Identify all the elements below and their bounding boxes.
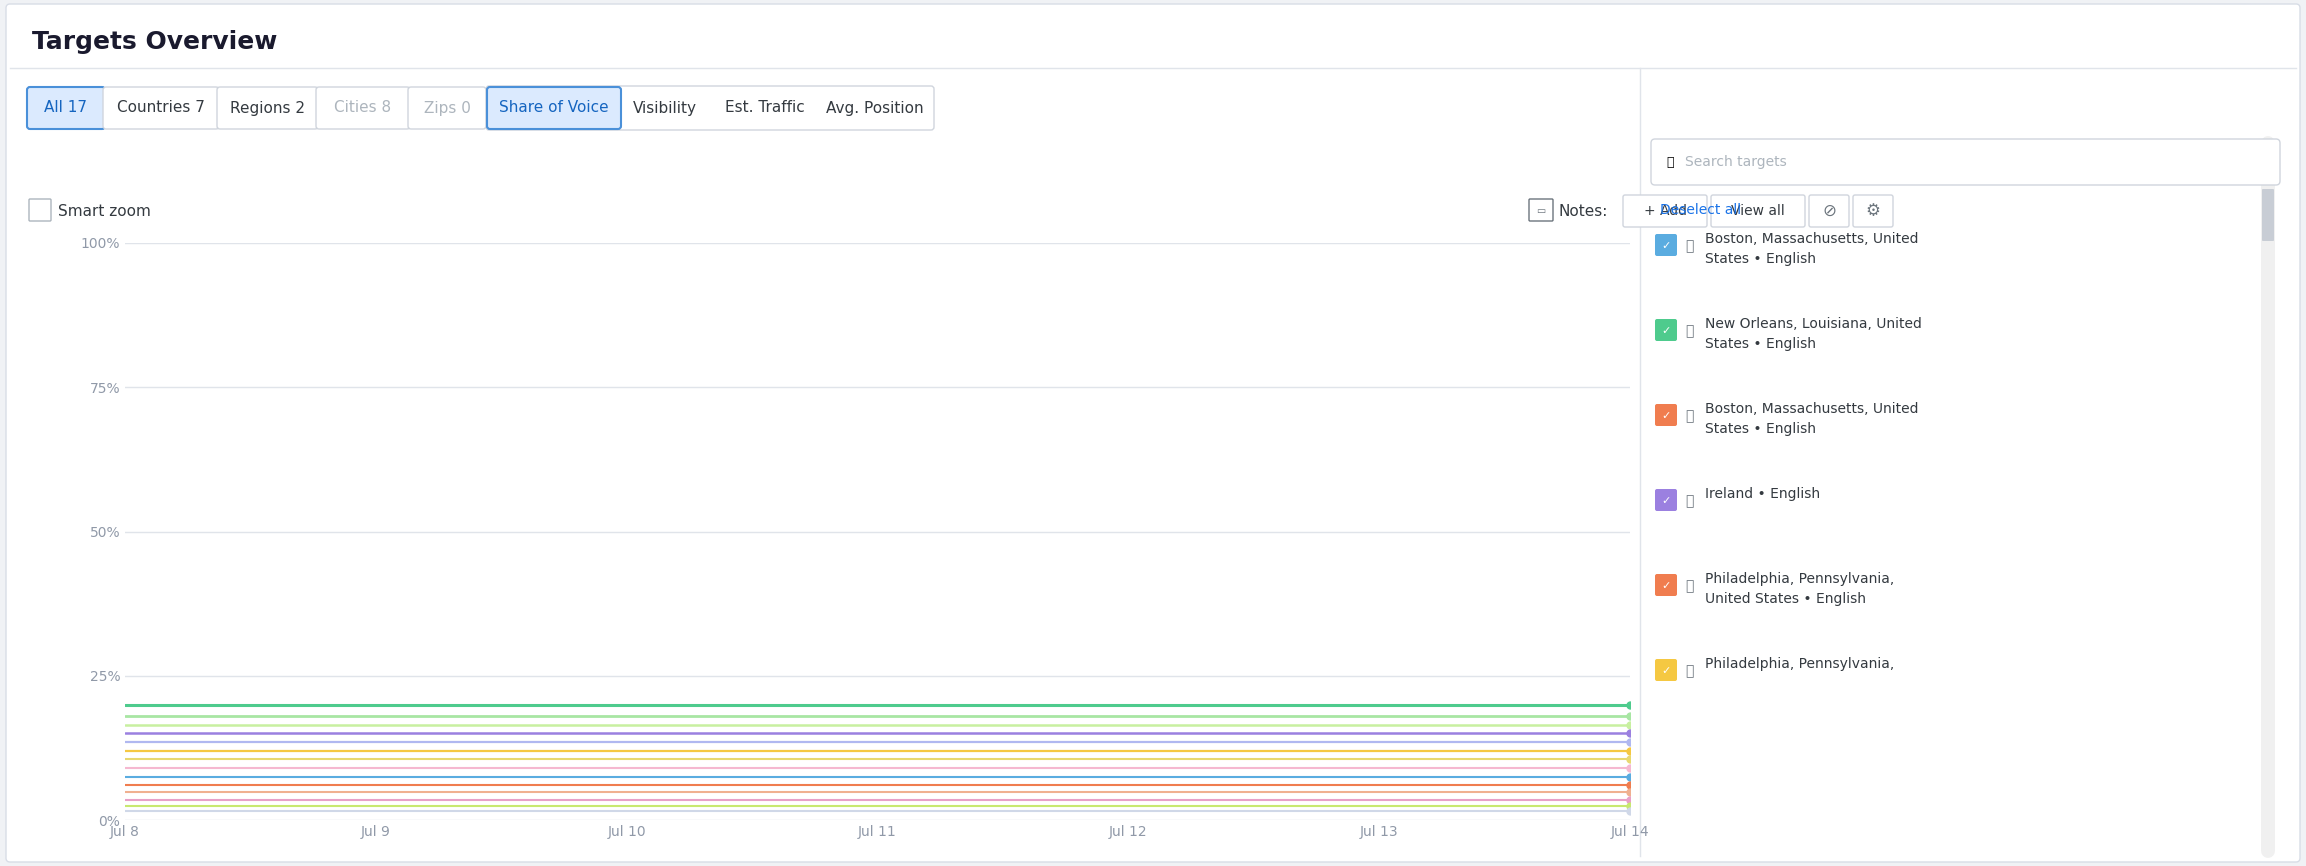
Text: + Add: + Add xyxy=(1644,204,1686,218)
FancyBboxPatch shape xyxy=(1808,195,1849,227)
FancyBboxPatch shape xyxy=(104,87,219,129)
FancyBboxPatch shape xyxy=(1529,199,1552,221)
Text: 🖵: 🖵 xyxy=(1686,239,1693,253)
Text: View all: View all xyxy=(1732,204,1785,218)
Point xyxy=(1612,718,1649,732)
FancyBboxPatch shape xyxy=(487,86,934,130)
Point xyxy=(1612,698,1649,712)
Point xyxy=(1612,770,1649,784)
Text: Zips 0: Zips 0 xyxy=(424,100,470,115)
Text: ⊘: ⊘ xyxy=(1822,202,1836,220)
Text: 🖵: 🖵 xyxy=(1686,409,1693,423)
Text: ✓: ✓ xyxy=(1660,666,1670,676)
Text: ⚙: ⚙ xyxy=(1866,202,1879,220)
Text: States • English: States • English xyxy=(1704,337,1817,351)
FancyBboxPatch shape xyxy=(1711,195,1806,227)
FancyBboxPatch shape xyxy=(30,199,51,221)
Text: Regions 2: Regions 2 xyxy=(231,100,304,115)
Text: States • English: States • English xyxy=(1704,252,1817,266)
Text: 🔍: 🔍 xyxy=(1667,156,1674,169)
FancyBboxPatch shape xyxy=(1656,489,1676,511)
Text: Visibility: Visibility xyxy=(634,100,696,115)
Text: Ireland • English: Ireland • English xyxy=(1704,487,1819,501)
FancyBboxPatch shape xyxy=(28,87,106,129)
Text: Targets Overview: Targets Overview xyxy=(32,30,277,54)
Text: United States • English: United States • English xyxy=(1704,592,1866,606)
Text: New Orleans, Louisiana, United: New Orleans, Louisiana, United xyxy=(1704,317,1921,331)
Text: ✓: ✓ xyxy=(1660,581,1670,591)
Text: ✓: ✓ xyxy=(1660,411,1670,421)
Point xyxy=(1612,798,1649,812)
Text: ✓: ✓ xyxy=(1660,241,1670,251)
Text: Notes:: Notes: xyxy=(1559,204,1607,218)
Point xyxy=(1612,753,1649,766)
Text: Est. Traffic: Est. Traffic xyxy=(724,100,805,115)
Text: Boston, Massachusetts, United: Boston, Massachusetts, United xyxy=(1704,402,1919,416)
FancyBboxPatch shape xyxy=(487,87,620,129)
Text: Boston, Massachusetts, United: Boston, Massachusetts, United xyxy=(1704,232,1919,246)
Text: Share of Voice: Share of Voice xyxy=(498,100,609,115)
Point xyxy=(1612,709,1649,723)
Text: Cities 8: Cities 8 xyxy=(334,100,392,115)
Text: 🖵: 🖵 xyxy=(1686,664,1693,678)
Text: All 17: All 17 xyxy=(44,100,88,115)
FancyBboxPatch shape xyxy=(1854,195,1893,227)
FancyBboxPatch shape xyxy=(7,4,2299,862)
Text: Deselect all: Deselect all xyxy=(1660,203,1741,217)
FancyBboxPatch shape xyxy=(1623,195,1706,227)
Text: Philadelphia, Pennsylvania,: Philadelphia, Pennsylvania, xyxy=(1704,657,1893,671)
Text: ▭: ▭ xyxy=(1536,206,1545,216)
FancyBboxPatch shape xyxy=(316,87,410,129)
FancyBboxPatch shape xyxy=(1656,404,1676,426)
Text: 🖵: 🖵 xyxy=(1686,579,1693,593)
Point xyxy=(1612,785,1649,799)
FancyBboxPatch shape xyxy=(1656,234,1676,256)
Text: ✓: ✓ xyxy=(1660,496,1670,506)
FancyBboxPatch shape xyxy=(1651,139,2281,185)
FancyBboxPatch shape xyxy=(1656,659,1676,681)
Text: 🖵: 🖵 xyxy=(1686,324,1693,338)
Text: ✓: ✓ xyxy=(1660,326,1670,336)
FancyBboxPatch shape xyxy=(1656,574,1676,596)
FancyBboxPatch shape xyxy=(217,87,318,129)
Point xyxy=(1612,727,1649,740)
FancyBboxPatch shape xyxy=(2262,189,2274,241)
Point xyxy=(1612,744,1649,758)
Text: Search targets: Search targets xyxy=(1686,155,1787,169)
Text: Smart zoom: Smart zoom xyxy=(58,204,150,218)
Point xyxy=(1612,793,1649,807)
Text: Avg. Position: Avg. Position xyxy=(826,100,925,115)
Text: 🖵: 🖵 xyxy=(1686,494,1693,508)
Point xyxy=(1612,735,1649,749)
FancyBboxPatch shape xyxy=(1656,319,1676,341)
Point xyxy=(1612,761,1649,775)
FancyBboxPatch shape xyxy=(408,87,487,129)
Point xyxy=(1612,805,1649,818)
Text: Philadelphia, Pennsylvania,: Philadelphia, Pennsylvania, xyxy=(1704,572,1893,586)
Text: States • English: States • English xyxy=(1704,422,1817,436)
Text: Countries 7: Countries 7 xyxy=(118,100,205,115)
Point xyxy=(1612,779,1649,792)
